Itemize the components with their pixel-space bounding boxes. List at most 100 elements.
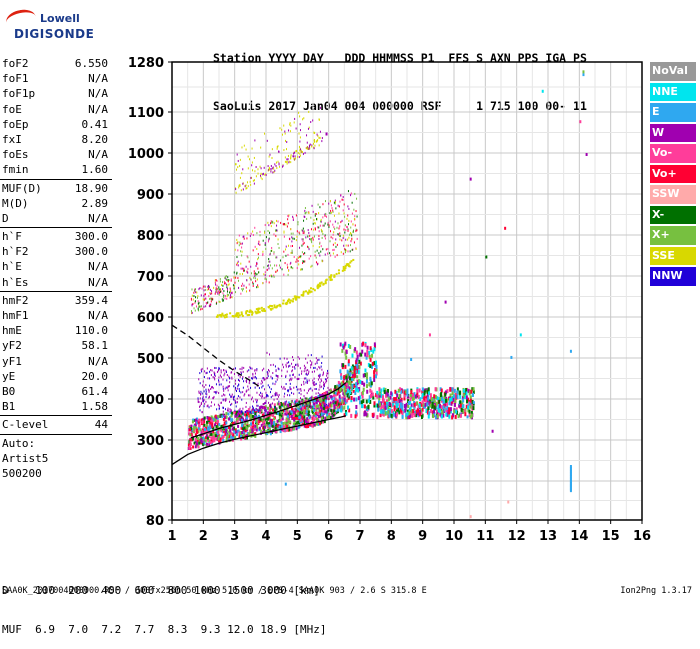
echo-point	[379, 392, 382, 397]
echo-point	[340, 375, 343, 380]
echo-point	[236, 420, 239, 424]
echo-point	[457, 414, 460, 419]
echo-point	[462, 404, 465, 409]
echo-point	[238, 414, 241, 418]
echo-point	[304, 397, 306, 400]
echo-point	[288, 361, 290, 364]
echo-point	[262, 254, 264, 257]
echo-point	[369, 364, 372, 369]
echo-point	[262, 426, 265, 430]
echo-point	[225, 283, 227, 286]
echo-point	[328, 398, 330, 401]
echo-point	[294, 416, 297, 420]
echo-point	[318, 376, 320, 379]
echo-point	[315, 388, 317, 391]
echo-point	[280, 419, 283, 423]
echo-point	[191, 312, 193, 315]
echo-point	[334, 242, 336, 245]
echo-point	[242, 182, 244, 185]
echo-point	[349, 261, 352, 264]
echo-point	[427, 414, 430, 419]
echo-point	[229, 400, 231, 403]
echo-point	[209, 377, 211, 380]
echo-point	[210, 303, 212, 306]
echo-point	[201, 367, 203, 370]
echo-point	[332, 243, 334, 246]
echo-point	[243, 267, 245, 270]
echo-point	[443, 395, 446, 400]
echo-point	[246, 309, 249, 312]
echo-point	[255, 398, 257, 401]
echo-point	[436, 396, 439, 401]
echo-point	[268, 427, 271, 431]
echo-point	[274, 383, 276, 386]
echo-point	[270, 168, 272, 171]
param-value: 1.60	[81, 163, 109, 177]
echo-point	[345, 355, 348, 360]
echo-point	[381, 395, 384, 400]
echo-point	[261, 413, 264, 417]
echo-point	[432, 414, 435, 419]
param-name: foEs	[2, 148, 29, 162]
echo-point	[289, 301, 292, 304]
echo-point	[307, 410, 310, 414]
echo-point	[286, 162, 288, 165]
echo-point	[205, 434, 208, 438]
echo-point	[255, 312, 258, 315]
echo-point	[456, 390, 459, 395]
echo-point	[275, 256, 277, 259]
echo-point	[331, 207, 333, 210]
echo-point	[349, 390, 352, 395]
echo-point	[238, 314, 241, 317]
echo-point	[300, 383, 302, 386]
echo-point	[317, 411, 320, 415]
echo-point	[201, 421, 204, 425]
echo-point	[278, 393, 280, 396]
echo-point	[432, 398, 435, 403]
echo-point	[208, 395, 210, 398]
echo-point	[198, 378, 200, 381]
echo-point	[277, 367, 279, 370]
echo-point	[236, 271, 238, 274]
echo-point	[287, 218, 289, 221]
echo-point	[266, 395, 268, 398]
echo-point	[260, 423, 263, 427]
y-tick-label: 1100	[128, 106, 164, 121]
echo-point	[313, 147, 315, 150]
echo-point	[330, 274, 333, 277]
echo-point	[308, 416, 311, 420]
echo-point	[311, 264, 313, 267]
echo-point	[324, 404, 327, 408]
echo-point	[322, 282, 325, 285]
param-row: foF2 6.550	[0, 56, 112, 71]
echo-point	[247, 408, 250, 412]
echo-point	[313, 408, 316, 412]
echo-point	[296, 388, 298, 391]
echo-point	[347, 264, 350, 267]
echo-point	[245, 425, 248, 429]
echo-point	[250, 278, 252, 281]
echo-point	[300, 268, 302, 271]
echo-point	[265, 247, 267, 250]
echo-point	[229, 290, 231, 293]
echo-point	[245, 401, 247, 404]
echo-point	[430, 404, 433, 409]
echo-point	[233, 395, 235, 398]
echo-point	[291, 416, 294, 420]
echo-point	[260, 405, 263, 409]
echo-point	[213, 439, 216, 443]
file-info: SAA0K_2017004000000.RSF / 300fx256h 50 k…	[2, 586, 427, 596]
color-legend: NoVal NNE E W Vo- Vo+ SSW X- X+ SSE NNW	[650, 62, 696, 288]
echo-point	[220, 290, 222, 293]
echo-point	[199, 428, 202, 432]
echo-point	[323, 403, 325, 406]
echo-point	[288, 214, 290, 217]
echo-point	[291, 236, 293, 239]
echo-point	[264, 425, 267, 429]
echo-point	[452, 413, 455, 418]
echo-point	[204, 402, 206, 405]
echo-point	[345, 238, 347, 241]
param-value: 8.20	[81, 132, 109, 146]
echo-point	[311, 204, 313, 207]
echo-point	[343, 385, 346, 389]
